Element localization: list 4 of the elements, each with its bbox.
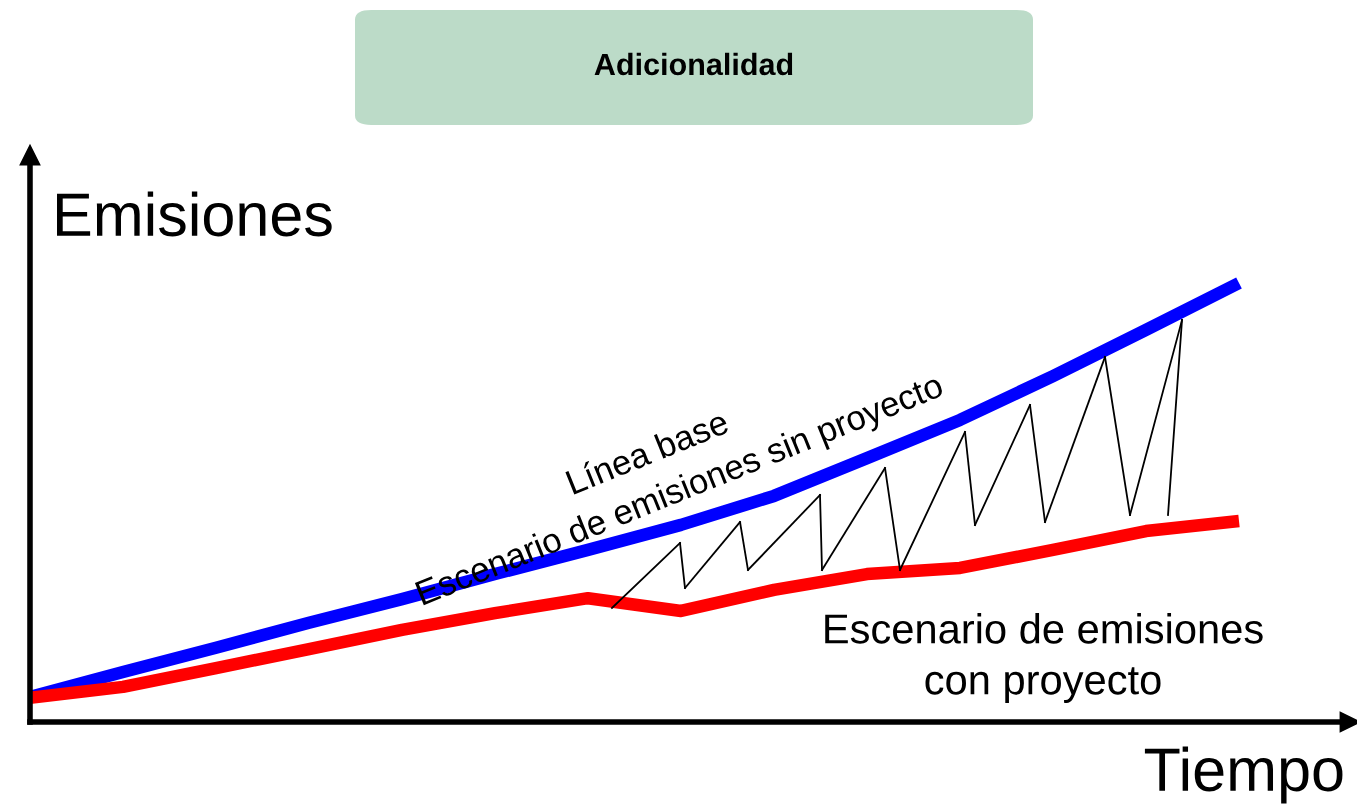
x-axis-title: Tiempo <box>1144 746 1343 804</box>
y-axis-title: Emisiones <box>57 191 332 237</box>
chart-title: Adicionalidad <box>594 52 793 76</box>
series-label: Escenario de emisiones con proyecto <box>825 613 1263 703</box>
